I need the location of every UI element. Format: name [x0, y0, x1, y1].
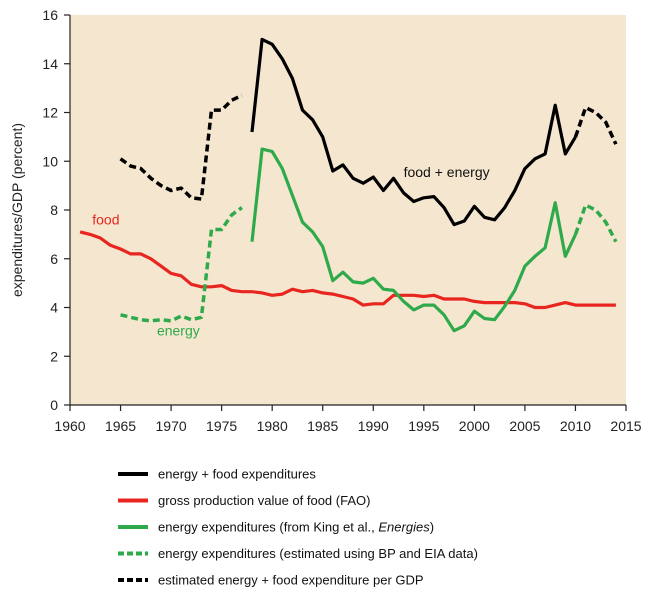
y-tick-label: 10 [42, 153, 58, 169]
x-tick-label: 1975 [206, 418, 237, 434]
x-tick-label: 1965 [105, 418, 136, 434]
legend-label-energy-bp-eia: energy expenditures (estimated using BP … [158, 546, 478, 561]
series-layer [79, 37, 618, 333]
x-tick-label: 2000 [459, 418, 490, 434]
x-tick-label: 1960 [54, 418, 85, 434]
annotation-food-energy: food + energy [404, 164, 490, 180]
x-tick-label: 1995 [408, 418, 439, 434]
x-tick-label: 1985 [307, 418, 338, 434]
y-tick-label: 12 [42, 105, 58, 121]
y-axis-title: expenditures/GDP (percent) [9, 123, 25, 297]
y-tick-label: 8 [50, 202, 58, 218]
series-line-energy-bp-eia-1 [120, 206, 243, 323]
y-tick-label: 16 [42, 7, 58, 23]
x-tick-label: 1980 [257, 418, 288, 434]
series-line-energy-food-estimated-1 [119, 93, 243, 201]
legend: energy + food expenditures gross producti… [118, 467, 478, 588]
series-line-energy-food-solid [250, 37, 577, 227]
x-tick-label: 2015 [610, 418, 641, 434]
plot-area [70, 15, 626, 405]
annotations: food energy food + energy [92, 164, 489, 338]
legend-label-energy-king: energy expenditures (from King et al., E… [158, 520, 434, 535]
y-tick-label: 14 [42, 56, 58, 72]
x-tick-label: 1970 [156, 418, 187, 434]
series-line-energy-king [250, 147, 577, 333]
y-tick-label: 0 [50, 397, 58, 413]
legend-label-food-fao: gross production value of food (FAO) [158, 493, 370, 508]
x-tick-label: 2010 [560, 418, 591, 434]
annotation-food: food [92, 212, 119, 228]
x-tick-label: 2005 [509, 418, 540, 434]
y-tick-label: 2 [50, 348, 58, 364]
x-tick-label: 1990 [358, 418, 389, 434]
x-axis-ticks: 1960 1965 1970 1975 1980 1985 1990 1995 2000 2005… [54, 405, 642, 434]
legend-label-energy-food-estimated: estimated energy + food expenditure per … [158, 573, 424, 588]
y-tick-label: 4 [50, 300, 58, 316]
legend-label-energy-food-solid: energy + food expenditures [158, 467, 316, 482]
annotation-energy: energy [157, 323, 200, 339]
y-axis-ticks: 0 2 4 6 8 10 12 14 16 [42, 7, 70, 413]
y-tick-label: 6 [50, 251, 58, 267]
series-line-food-fao [79, 230, 616, 310]
